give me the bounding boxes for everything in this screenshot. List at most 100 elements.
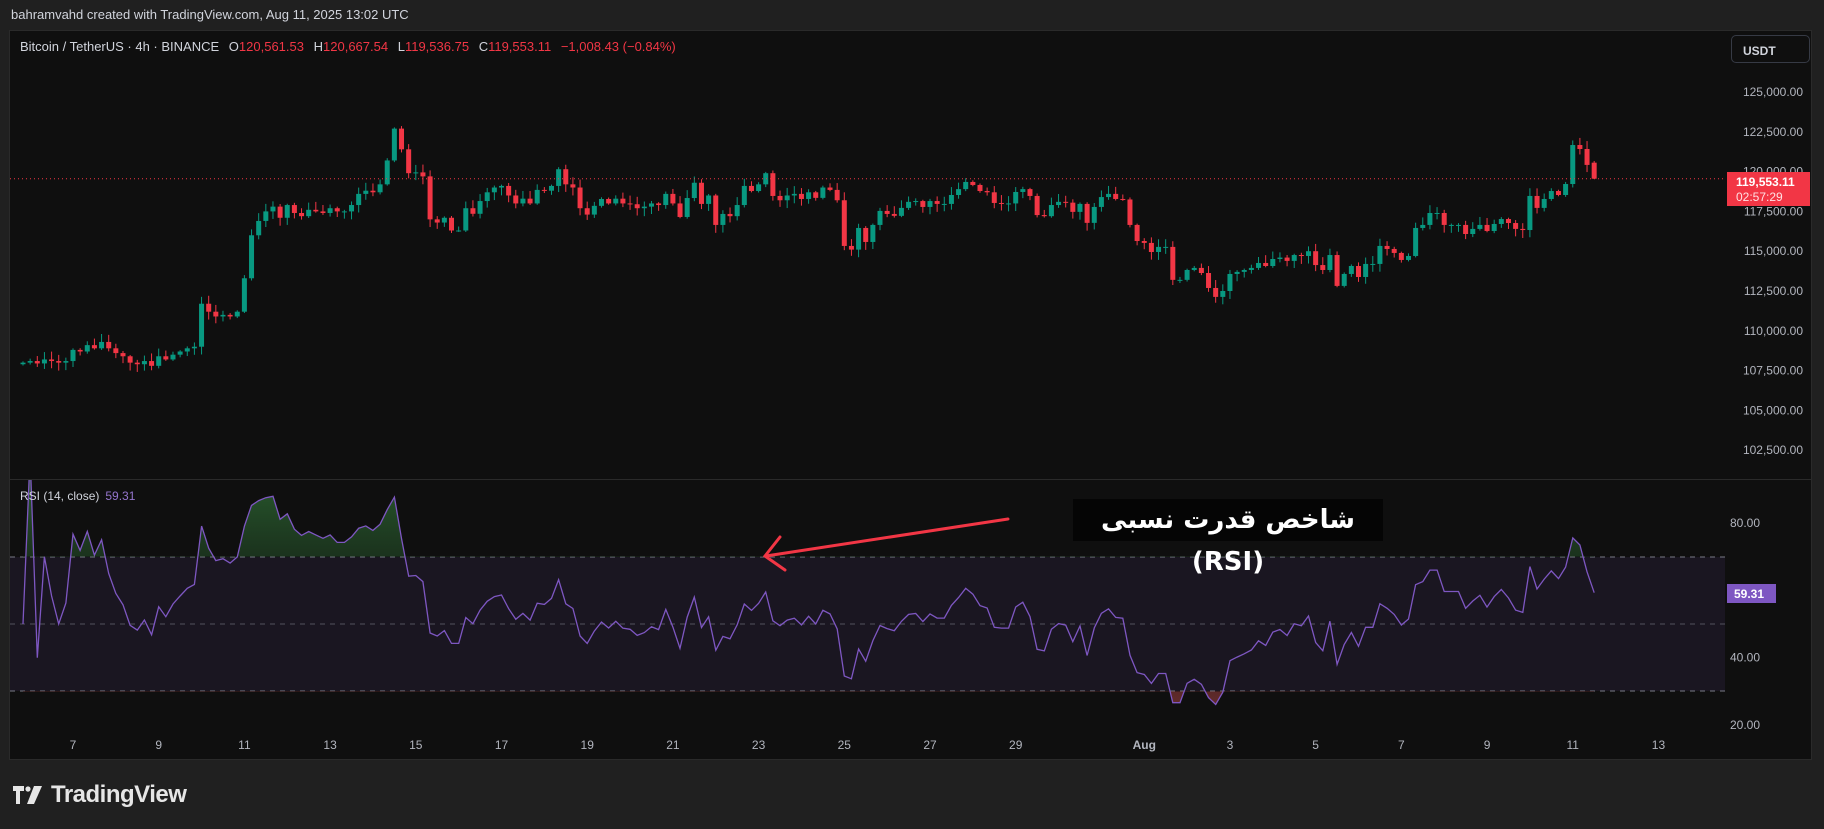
chart-frame[interactable] — [9, 30, 1812, 760]
candle-body — [1584, 148, 1590, 165]
candle — [263, 203, 269, 228]
candle — [813, 190, 819, 201]
candle-body — [941, 203, 947, 205]
candle-body — [1520, 228, 1526, 231]
low-label: L — [397, 39, 405, 54]
candle — [406, 144, 412, 179]
candle-body — [1048, 205, 1054, 217]
candle — [141, 355, 147, 371]
candle-body — [1120, 198, 1126, 200]
time-axis-label: 3 — [1227, 738, 1234, 752]
candle-body — [1298, 255, 1304, 257]
candle-body — [598, 198, 604, 206]
candle-body — [349, 205, 355, 212]
candle — [641, 201, 647, 217]
candle — [499, 184, 504, 196]
candle-body — [299, 212, 305, 217]
candle — [99, 334, 105, 350]
candle-body — [384, 160, 390, 185]
candle — [1277, 252, 1283, 263]
candle-body — [577, 187, 583, 209]
candle-body — [227, 314, 233, 317]
currency-button[interactable]: USDT — [1731, 35, 1810, 63]
time-axis[interactable]: 7 9 11 13 15 17 19 21 23 25 27 29 Aug 3 5 7 9 11 13 — [70, 738, 1666, 752]
candle — [970, 180, 976, 187]
candle — [556, 167, 562, 193]
candle — [1570, 140, 1576, 188]
candle — [1341, 272, 1347, 288]
candle-body — [1270, 259, 1276, 267]
rsi-legend[interactable]: RSI (14, close) 59.31 — [20, 489, 135, 503]
time-axis-label: 9 — [1484, 738, 1491, 752]
candle-body — [1570, 145, 1576, 185]
candle-body — [741, 185, 747, 206]
candle-body — [1370, 263, 1376, 265]
candle-body — [213, 311, 219, 317]
candle — [763, 171, 769, 188]
candle-body — [313, 209, 319, 212]
candle — [156, 348, 162, 369]
last-price-value: 119,553.11 — [1736, 175, 1795, 189]
candle — [449, 216, 455, 233]
time-axis-label: Aug — [1133, 738, 1156, 752]
candle — [1491, 219, 1497, 234]
candle — [770, 170, 776, 201]
annotation-arrow[interactable] — [762, 517, 1010, 572]
candle — [363, 182, 369, 200]
candle — [1270, 251, 1276, 268]
candle — [563, 164, 569, 192]
candle-body — [1484, 224, 1490, 231]
candle — [1405, 253, 1411, 262]
candle-body — [691, 182, 697, 199]
candle-body — [956, 189, 962, 196]
candle-body — [1034, 195, 1040, 216]
candle-body — [534, 189, 540, 204]
candle-body — [1577, 145, 1583, 149]
candle — [477, 194, 483, 219]
candle — [806, 189, 812, 204]
rsi-axis-label: 80.00 — [1730, 516, 1760, 530]
symbol-title[interactable]: Bitcoin / TetherUS · 4h · BINANCE — [20, 39, 220, 54]
candle — [420, 164, 426, 185]
candle — [1563, 181, 1569, 197]
candle — [20, 361, 26, 366]
candle-body — [1527, 195, 1533, 231]
tradingview-logo[interactable]: TradingView — [13, 781, 187, 808]
rsi-title[interactable]: RSI (14, close) — [20, 489, 100, 503]
candle-body — [1013, 191, 1019, 204]
candle-body — [1234, 271, 1240, 274]
candle-body — [1077, 203, 1083, 212]
annotation-label[interactable]: شاخص قدرت نسبی (RSI) — [1073, 499, 1383, 577]
candle — [991, 186, 997, 209]
candle-body — [63, 361, 69, 363]
rsi-axis-label: 40.00 — [1730, 651, 1760, 665]
candle-body — [1041, 215, 1047, 217]
candle — [677, 196, 683, 219]
candle — [1248, 264, 1254, 274]
price-axis[interactable]: 125,000.00122,500.00120,000.00117,500.00… — [1743, 85, 1803, 457]
time-axis-label: 7 — [1398, 738, 1405, 752]
candle — [1070, 199, 1076, 219]
rsi-axis[interactable]: 80.00 40.00 20.00 — [1730, 516, 1760, 732]
candle — [1377, 238, 1383, 272]
candle — [1356, 262, 1361, 282]
candle — [320, 205, 326, 215]
symbol-legend[interactable]: Bitcoin / TetherUS · 4h · BINANCE O120,5… — [20, 39, 676, 54]
candle-body — [441, 217, 447, 223]
candle-body — [920, 201, 926, 207]
candle-body — [748, 185, 754, 192]
candle-body — [1498, 219, 1504, 224]
candle-body — [241, 278, 247, 312]
candle — [548, 184, 554, 195]
candle-body — [1191, 267, 1197, 270]
candle — [791, 186, 797, 204]
candle — [1177, 276, 1183, 284]
candle-body — [1363, 263, 1369, 277]
candle-body — [698, 182, 704, 204]
candle — [584, 201, 590, 220]
candle — [913, 198, 919, 206]
time-axis-label: 7 — [70, 738, 77, 752]
candle-body — [820, 187, 826, 198]
candle-body — [863, 227, 869, 242]
